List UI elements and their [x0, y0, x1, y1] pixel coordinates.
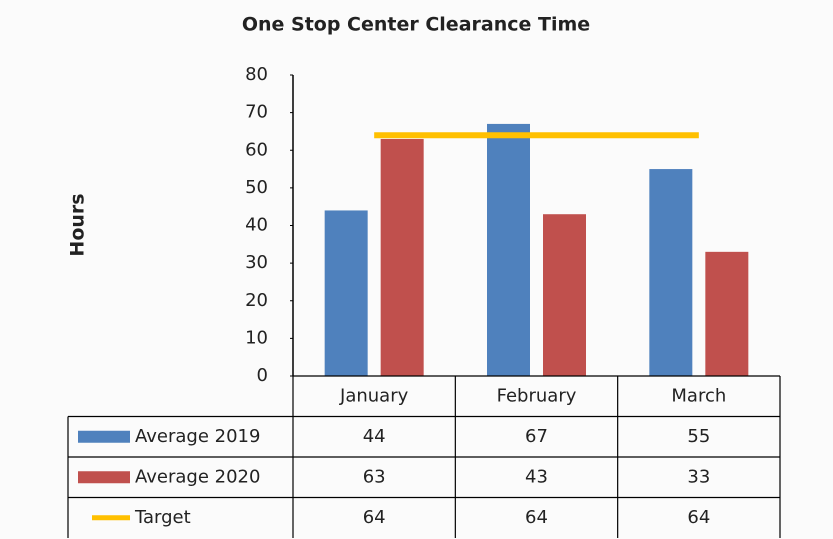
x-tick-label: January — [339, 385, 409, 406]
legend-key — [78, 430, 130, 443]
table-value: 63 — [363, 466, 386, 487]
x-tick-label: February — [497, 385, 577, 406]
y-tick-label: 50 — [245, 177, 268, 198]
y-tick-label: 20 — [245, 290, 268, 311]
table-value: 33 — [687, 466, 710, 487]
table-value: 67 — [525, 426, 548, 447]
bar — [487, 123, 530, 376]
bar — [543, 214, 586, 376]
y-axis-label: Hours — [67, 193, 89, 256]
table-value: 44 — [363, 426, 386, 447]
y-tick-label: 10 — [245, 327, 268, 348]
y-tick-label: 40 — [245, 215, 268, 236]
y-tick-label: 80 — [245, 64, 268, 85]
legend-label: Average 2019 — [135, 426, 260, 447]
table-value: 43 — [525, 466, 548, 487]
legend-key — [78, 471, 130, 484]
bar — [380, 138, 424, 376]
bar — [324, 210, 368, 376]
chart-title: One Stop Center Clearance Time — [242, 14, 590, 36]
x-tick-label: March — [671, 385, 726, 406]
table-value: 64 — [363, 507, 386, 528]
y-tick-label: 60 — [245, 139, 268, 160]
bar — [649, 169, 693, 376]
y-tick-label: 30 — [245, 252, 268, 273]
legend-label: Target — [134, 507, 191, 528]
legend-label: Average 2020 — [135, 466, 260, 487]
table-value: 64 — [525, 507, 548, 528]
table-value: 64 — [687, 507, 710, 528]
table-value: 55 — [687, 426, 710, 447]
y-tick-label: 70 — [245, 102, 268, 123]
y-tick-label: 0 — [257, 365, 268, 386]
bar — [705, 251, 749, 376]
